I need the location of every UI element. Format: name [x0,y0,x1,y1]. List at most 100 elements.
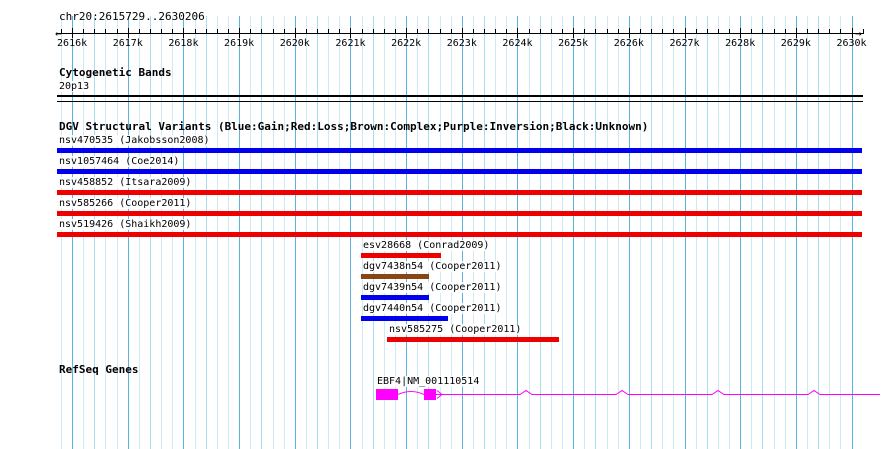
axis-tick [472,29,474,34]
dgv-variant-label[interactable]: esv28668 (Conrad2009) [363,240,490,251]
axis-tick [539,29,541,34]
axis-tick [840,29,842,34]
coordinate-axis: ← → 2616k 2617k 2618k 2619k 2620k 2621k 2622k 2… [55,27,867,49]
axis-tick [584,29,586,34]
axis-tick-major [183,28,185,38]
dgv-variant-bar[interactable] [57,232,862,237]
dgv-variant-label[interactable]: dgv7438n54 (Cooper2011) [363,261,502,272]
dgv-variant-label[interactable]: dgv7440n54 (Cooper2011) [363,303,502,314]
axis-tick-label: 2628k [725,38,756,49]
axis-tick-major [573,28,575,38]
axis-left-arrow-icon: ← [55,27,62,40]
dgv-variant-bar[interactable] [57,148,862,153]
axis-tick [150,29,152,34]
axis-tick [729,29,731,34]
dgv-variant-label[interactable]: nsv519426 (Shaikh2009) [59,219,192,230]
dgv-variant-label[interactable]: nsv585275 (Cooper2011) [389,324,522,335]
axis-tick-label: 2622k [391,38,422,49]
axis-tick [83,29,85,34]
cytoband-bar [57,95,863,97]
dgv-variant-bar[interactable] [361,316,448,321]
section-title-cytogenetic-bands: Cytogenetic Bands [59,66,172,79]
axis-tick-major [461,28,463,38]
axis-tick [172,29,174,34]
axis-tick [161,29,163,34]
cytoband-label: 20p13 [59,81,90,92]
dgv-variant-label[interactable]: dgv7439n54 (Cooper2011) [363,282,502,293]
dgv-variant-label[interactable]: nsv585266 (Cooper2011) [59,198,192,209]
axis-tick-label: 2616k [57,38,88,49]
axis-tick [361,29,363,34]
axis-tick-major [795,28,797,38]
axis-tick-label: 2627k [669,38,700,49]
axis-tick-label: 2624k [502,38,533,49]
axis-tick [417,29,419,34]
dgv-variant-bar[interactable] [361,253,441,258]
axis-tick-label: 2623k [446,38,477,49]
gene-exon[interactable] [376,389,398,400]
axis-tick [261,29,263,34]
axis-tick-label: 2621k [335,38,366,49]
section-title-dgv-structural-variants: DGV Structural Variants (Blue:Gain;Red:L… [59,120,649,133]
axis-tick [395,29,396,34]
axis-tick [439,29,441,34]
axis-tick [272,29,274,34]
dgv-variant-bar[interactable] [361,295,429,300]
axis-tick [94,29,96,34]
axis-tick [283,29,285,34]
axis-tick [829,29,831,34]
axis-tick [383,29,385,34]
axis-tick [639,29,641,34]
axis-tick [784,29,786,34]
dgv-variant-label[interactable]: nsv1057464 (Coe2014) [59,156,180,167]
axis-tick [595,29,597,34]
axis-tick [450,29,452,34]
axis-tick [194,29,196,34]
axis-tick [305,29,307,34]
axis-tick [216,29,218,34]
axis-tick [717,29,719,34]
strand-arrow-icon [436,390,443,399]
axis-tick [372,29,374,34]
axis-tick [339,29,341,34]
dgv-variant-label[interactable]: nsv470535 (Jakobsson2008) [59,135,210,146]
axis-tick [428,29,430,34]
axis-tick [60,29,62,34]
gene-label[interactable]: EBF4|NM_001110514 [377,376,480,387]
axis-tick [695,29,697,34]
axis-tick [250,29,252,34]
axis-tick-label: 2620k [279,38,310,49]
axis-tick-label: 2626k [613,38,644,49]
axis-tick [662,29,664,34]
dgv-variant-bar[interactable] [361,274,429,279]
axis-tick-label: 2619k [224,38,255,49]
dgv-variant-bar[interactable] [57,190,862,195]
axis-tick-major [740,28,742,38]
dgv-variant-bar[interactable] [57,211,862,216]
axis-tick [651,29,653,34]
axis-tick [773,29,775,34]
axis-tick-major [851,28,853,38]
gene-strand-line [436,389,880,395]
dgv-variant-label[interactable]: nsv458852 (Itsara2009) [59,177,192,188]
axis-tick [205,29,207,34]
axis-tick-major [127,28,129,38]
section-title-refseq-genes: RefSeq Genes [59,363,139,376]
axis-tick [562,29,564,34]
axis-tick-major [517,28,519,38]
axis-tick-label: 2617k [112,38,143,49]
dgv-variant-bar[interactable] [57,169,862,174]
axis-tick [862,29,864,34]
axis-tick [751,29,753,34]
axis-tick-major [406,28,408,38]
axis-tick [317,29,319,34]
axis-tick-major [72,28,74,38]
axis-tick-major [294,28,296,38]
dgv-variant-bar[interactable] [387,337,559,342]
axis-tick-major [628,28,630,38]
gene-exon[interactable] [424,389,436,400]
axis-tick-major [684,28,686,38]
axis-tick [528,29,530,34]
axis-tick [818,29,820,34]
